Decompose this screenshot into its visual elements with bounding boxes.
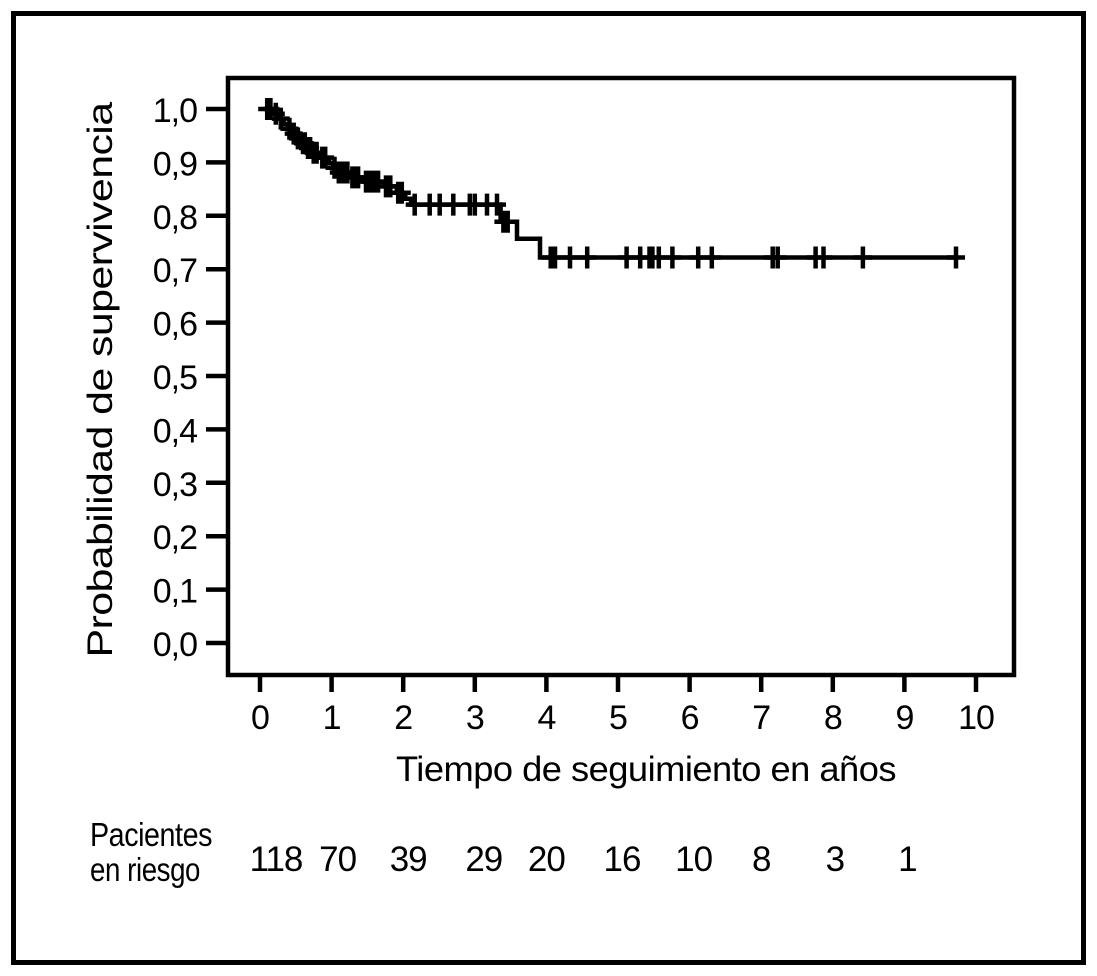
risk-value-3: 29 xyxy=(465,840,502,879)
risk-table-label-line1: Pacientes xyxy=(90,816,212,853)
y-tick-label: 0,8 xyxy=(153,199,197,237)
y-tick-label: 1,0 xyxy=(153,92,197,130)
y-tick-label: 0,3 xyxy=(153,466,197,504)
risk-value-7: 8 xyxy=(752,840,770,879)
risk-value-4: 20 xyxy=(528,840,565,879)
risk-value-6: 10 xyxy=(675,840,712,879)
risk-value-8: 3 xyxy=(826,840,844,879)
y-tick-label: 0,4 xyxy=(153,412,197,450)
risk-table-label-line2: en riesgo xyxy=(90,851,200,888)
risk-value-1: 70 xyxy=(319,840,356,879)
risk-value-0: 118 xyxy=(250,840,303,879)
x-tick-label: 1 xyxy=(323,699,341,737)
y-tick-label: 0,1 xyxy=(153,573,197,611)
x-tick-label: 2 xyxy=(394,699,412,737)
censor-marks xyxy=(258,98,965,269)
y-tick-label: 0,9 xyxy=(153,145,197,183)
x-tick-label: 9 xyxy=(895,699,913,737)
outer-frame xyxy=(11,11,1086,965)
y-tick-label: 0,0 xyxy=(153,626,197,664)
x-tick-label: 6 xyxy=(681,699,699,737)
x-tick-label: 4 xyxy=(537,699,555,737)
x-tick-label: 5 xyxy=(609,699,627,737)
y-axis-title: Probabilidad de supervivencia xyxy=(81,101,120,657)
risk-value-2: 39 xyxy=(390,840,427,879)
y-tick-label: 0,7 xyxy=(153,252,197,290)
risk-value-5: 16 xyxy=(604,840,641,879)
risk-value-9: 1 xyxy=(898,840,916,879)
x-tick-label: 3 xyxy=(466,699,484,737)
x-axis-title: Tiempo de seguimiento en años xyxy=(396,750,896,789)
x-tick-label: 10 xyxy=(958,699,994,737)
y-tick-label: 0,5 xyxy=(153,359,197,397)
x-tick-label: 7 xyxy=(752,699,770,737)
x-tick-label: 8 xyxy=(824,699,842,737)
y-tick-label: 0,2 xyxy=(153,519,197,557)
y-tick-label: 0,6 xyxy=(153,306,197,344)
x-tick-label: 0 xyxy=(251,699,269,737)
